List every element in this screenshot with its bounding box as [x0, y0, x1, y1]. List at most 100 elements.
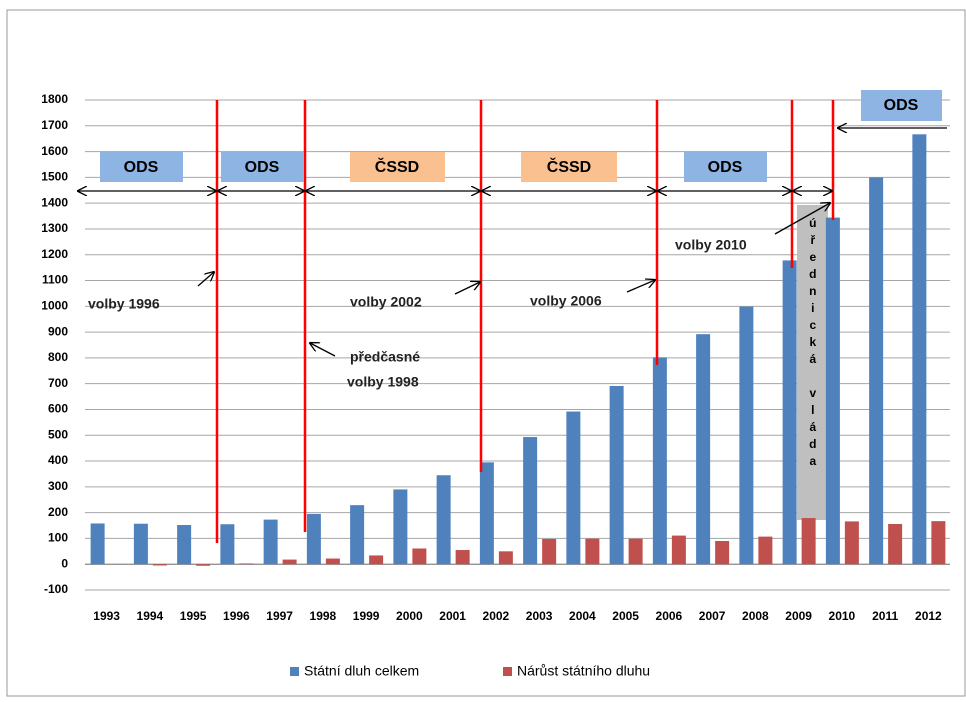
x-tick-label: 2005 [612, 609, 639, 623]
party-boxes: ODS ODS ČSSD ČSSD ODS ODS [100, 90, 942, 182]
bar [282, 559, 297, 565]
bar [412, 548, 427, 565]
y-tick-label: 500 [48, 427, 68, 441]
bar [758, 536, 773, 565]
bar [177, 525, 192, 565]
legend: Státní dluh celkem Nárůst státního dluhu [290, 663, 650, 679]
party-box [521, 152, 617, 182]
x-tick-label: 2000 [396, 609, 423, 623]
y-tick-label: 1300 [41, 221, 68, 235]
x-tick-label: 1993 [93, 609, 120, 623]
bar [715, 541, 730, 565]
bar [498, 551, 513, 565]
legend-swatch [290, 667, 299, 676]
bar [931, 521, 946, 565]
x-tick-label: 1997 [266, 609, 293, 623]
bars [90, 134, 946, 566]
bar [696, 334, 711, 565]
bar [671, 535, 686, 565]
bar [436, 475, 451, 565]
bar [888, 523, 903, 565]
x-tick-label: 1995 [180, 609, 207, 623]
bar [393, 489, 408, 565]
bar [523, 437, 538, 565]
x-tick-label: 2009 [785, 609, 812, 623]
bar [133, 523, 148, 565]
party-label: ČSSD [547, 157, 591, 176]
bar [239, 563, 254, 565]
annotation: předčasné [350, 349, 420, 365]
party-box [100, 152, 183, 182]
arrow [626, 280, 655, 293]
bar [542, 538, 557, 565]
bar [825, 217, 840, 565]
x-tick-label: 2006 [656, 609, 683, 623]
party-box [350, 152, 445, 182]
y-tick-label: 1200 [41, 247, 68, 261]
bar [782, 260, 797, 565]
annotation: volby 1998 [347, 374, 419, 390]
bar [152, 564, 167, 566]
annotation: volby 2006 [530, 293, 602, 309]
bar [90, 523, 105, 565]
y-tick-label: 1800 [41, 92, 68, 106]
bar [325, 558, 340, 565]
y-tick-label: 1100 [42, 273, 68, 287]
y-tick-label: 1700 [41, 118, 68, 132]
annotation: úřednická vláda [806, 216, 820, 471]
y-tick-label: 1600 [41, 144, 68, 158]
party-label: ODS [245, 159, 280, 176]
y-tick-label: 1000 [41, 298, 68, 312]
y-tick-label: 600 [48, 402, 68, 416]
y-tick-label: 300 [48, 479, 68, 493]
y-tick-label: 400 [48, 453, 68, 467]
x-tick-label: 2010 [829, 609, 856, 623]
y-tick-label: 200 [48, 505, 68, 519]
x-tick-label: 1994 [137, 609, 164, 623]
bar [566, 411, 581, 565]
party-box [684, 152, 767, 182]
arrow [774, 203, 830, 235]
bar [912, 134, 927, 565]
x-tick-label: 1999 [353, 609, 380, 623]
x-tick-label: 2001 [439, 609, 466, 623]
x-tick-label: 2003 [526, 609, 553, 623]
y-tick-label: -100 [44, 582, 68, 596]
annotation: volby 2010 [675, 237, 747, 253]
x-tick-label: 2012 [915, 609, 942, 623]
bar [220, 524, 235, 565]
bar [869, 177, 884, 565]
party-label: ODS [708, 159, 743, 176]
party-label: ČSSD [375, 157, 419, 176]
legend-label: Státní dluh celkem [304, 663, 419, 679]
y-tick-label: 1400 [41, 195, 68, 209]
x-tick-label: 2004 [569, 609, 596, 623]
caretaker-box [797, 205, 828, 520]
y-tick-label: 0 [61, 556, 68, 570]
bar [844, 521, 859, 565]
y-tick-label: 1500 [41, 170, 68, 184]
bar [455, 550, 470, 565]
legend-swatch [503, 667, 512, 676]
arrows [78, 128, 947, 357]
arrow [197, 272, 214, 287]
bar [609, 386, 624, 565]
x-tick-label: 2011 [872, 609, 898, 623]
bar [196, 564, 211, 566]
party-box [221, 152, 304, 182]
y-tick-label: 900 [48, 324, 68, 338]
bar [263, 519, 278, 565]
arrow [454, 282, 480, 295]
bar [585, 538, 600, 565]
party-box [861, 90, 942, 121]
legend-label: Nárůst státního dluhu [517, 663, 650, 679]
bar [306, 513, 321, 565]
bar [739, 306, 754, 565]
bar [350, 505, 365, 565]
y-tick-label: 100 [48, 531, 68, 545]
party-label: ODS [124, 159, 159, 176]
bar [801, 518, 816, 565]
annotation: volby 1996 [88, 296, 160, 312]
x-tick-label: 1998 [310, 609, 337, 623]
y-tick-label: 700 [48, 376, 68, 390]
